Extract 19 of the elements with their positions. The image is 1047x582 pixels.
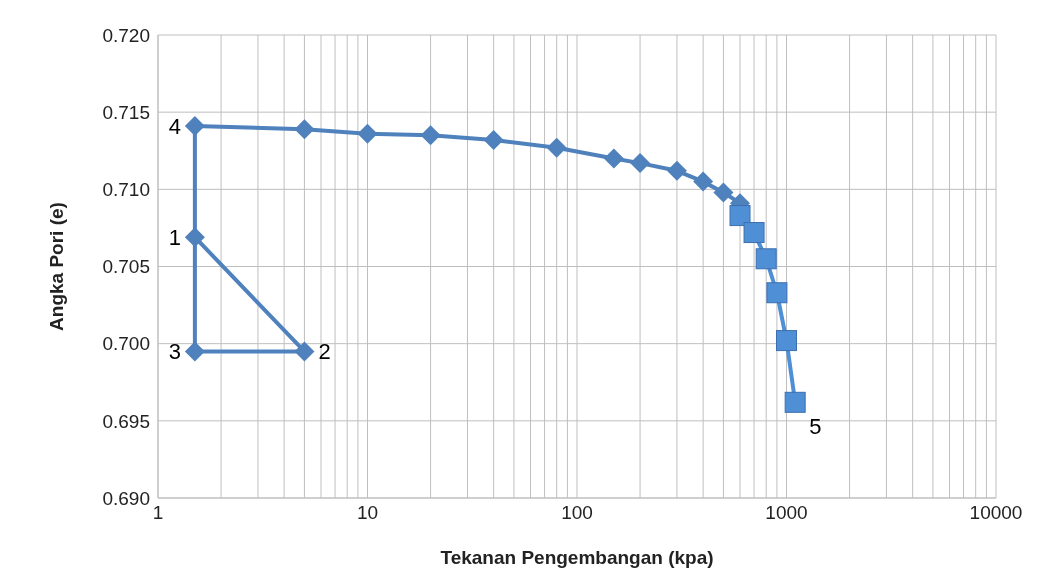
annotation: 2 (318, 339, 331, 365)
y-tick-label: 0.710 (102, 179, 150, 201)
y-tick-label: 0.715 (102, 101, 150, 123)
annotation: 4 (168, 113, 181, 139)
annotation: 1 (168, 224, 181, 250)
x-tick-label: 1000 (765, 502, 808, 524)
y-axis-title: Angka Pori (e) (45, 202, 67, 331)
x-tick-label: 10000 (969, 502, 1023, 524)
y-tick-label: 0.695 (102, 410, 150, 432)
y-tick-label: 0.705 (102, 256, 150, 278)
y-tick-label: 0.700 (102, 333, 150, 355)
x-tick-label: 10 (356, 502, 379, 524)
annotation: 3 (168, 339, 181, 365)
x-axis-title: Tekanan Pengembangan (kpa) (440, 547, 714, 568)
y-tick-label: 0.720 (102, 24, 150, 46)
x-tick-label: 1 (152, 502, 164, 524)
y-tick-label: 0.690 (102, 487, 150, 509)
x-tick-label: 100 (561, 502, 593, 524)
annotation: 5 (809, 414, 822, 440)
